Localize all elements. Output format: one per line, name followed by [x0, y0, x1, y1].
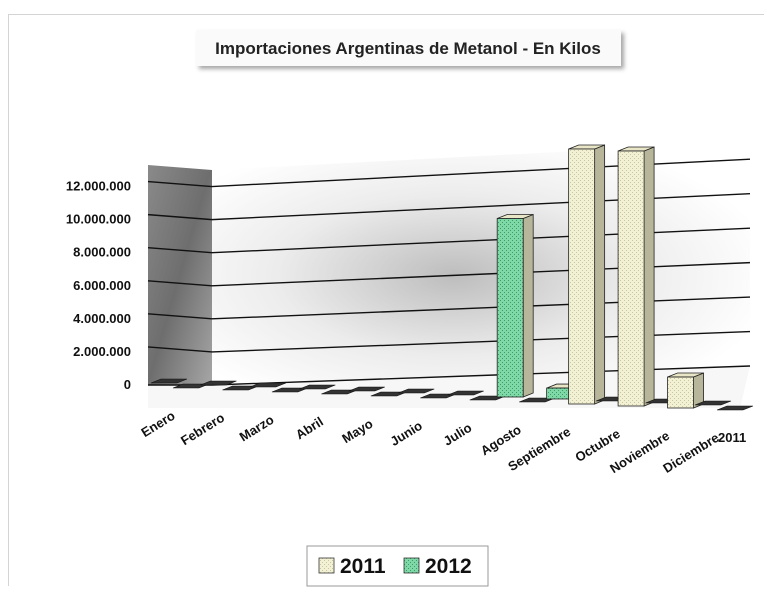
- x-tick-label: Junio: [388, 418, 425, 449]
- y-tick-label: 6.000.000: [73, 278, 131, 293]
- bar-zero: [398, 388, 435, 394]
- y-tick-label: 10.000.000: [66, 212, 131, 227]
- depth-axis-label: 2011: [718, 430, 746, 445]
- y-tick-label: 8.000.000: [73, 245, 131, 260]
- gridline: [211, 261, 751, 287]
- bar-2011: [667, 372, 704, 409]
- gridline: [211, 330, 751, 353]
- bar-zero: [249, 382, 287, 388]
- bar-zero: [716, 405, 754, 411]
- legend-swatch-2012: [403, 557, 420, 574]
- legend-label-2011: 2011: [340, 555, 386, 578]
- gridline: [211, 158, 751, 188]
- bar-zero: [447, 390, 484, 396]
- y-tick-label: 0: [124, 377, 131, 392]
- x-tick-label: Agosto: [478, 422, 524, 458]
- x-tick-label: Febrero: [178, 410, 227, 448]
- bar-2012: [496, 213, 534, 398]
- back-wall: [212, 142, 750, 385]
- gridline-side: [147, 313, 213, 320]
- legend-item-2012: 2012: [403, 555, 472, 578]
- x-tick-label: Enero: [138, 408, 177, 440]
- bar-2011: [617, 146, 655, 407]
- legend-label-2012: 2012: [425, 555, 472, 578]
- y-tick-label: 2.000.000: [73, 344, 131, 359]
- gridline-side: [147, 246, 213, 254]
- bar-zero: [299, 384, 336, 390]
- legend: 2011 2012: [306, 545, 489, 587]
- bars: [150, 144, 754, 411]
- bar-zero: [348, 386, 385, 392]
- bar-zero: [694, 400, 732, 406]
- gridline: [211, 296, 751, 320]
- y-tick-label: 12.000.000: [66, 179, 131, 194]
- chart-title-box: Importaciones Argentinas de Metanol - En…: [196, 30, 621, 66]
- x-tick-label: Marzo: [237, 412, 277, 445]
- legend-item-2011: 2011: [318, 555, 386, 578]
- bar-2011: [568, 144, 606, 405]
- gridline-side: [147, 180, 213, 188]
- x-tick-label: Mayo: [339, 416, 375, 446]
- gridlines: [147, 158, 751, 386]
- y-tick-label: 4.000.000: [73, 311, 131, 326]
- gridline-side: [147, 213, 213, 221]
- bar-zero: [200, 380, 237, 386]
- x-tick-label: Julio: [441, 420, 475, 449]
- x-axis-labels: Enero Febrero Marzo Abril Mayo Junio Julio Agos…: [138, 408, 721, 476]
- y-axis-ticks: 0 2.000.000 4.000.000 6.000.000 8.000.000 10.…: [66, 179, 131, 392]
- chart-frame: [8, 14, 764, 586]
- side-wall: [148, 165, 212, 385]
- gridline: [211, 227, 751, 254]
- gridline-side: [147, 280, 213, 287]
- chart-title: Importaciones Argentinas de Metanol - En…: [215, 39, 601, 58]
- gridline-side: [147, 346, 213, 353]
- bar-zero: [150, 378, 188, 384]
- x-tick-label: Abril: [293, 414, 326, 442]
- gridline: [211, 365, 751, 386]
- gridline: [211, 192, 751, 221]
- legend-swatch-2011: [318, 557, 335, 574]
